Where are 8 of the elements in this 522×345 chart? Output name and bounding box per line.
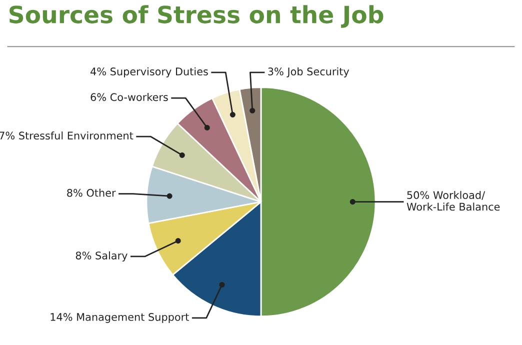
slice-label: 6% Co-workers	[90, 93, 168, 102]
slice-label: 14% Management Support	[50, 313, 189, 323]
slice-label: 50% Workload/ Work-Life Balance	[406, 190, 500, 211]
slice-label: 4% Supervisory Duties	[90, 67, 208, 78]
chart-title: Sources of Stress on the Job	[10, 5, 384, 28]
slice-label: 3% Job Security	[268, 67, 350, 78]
slice-label: 8% Other	[67, 188, 116, 197]
slice-label: 8% Salary	[76, 251, 128, 262]
